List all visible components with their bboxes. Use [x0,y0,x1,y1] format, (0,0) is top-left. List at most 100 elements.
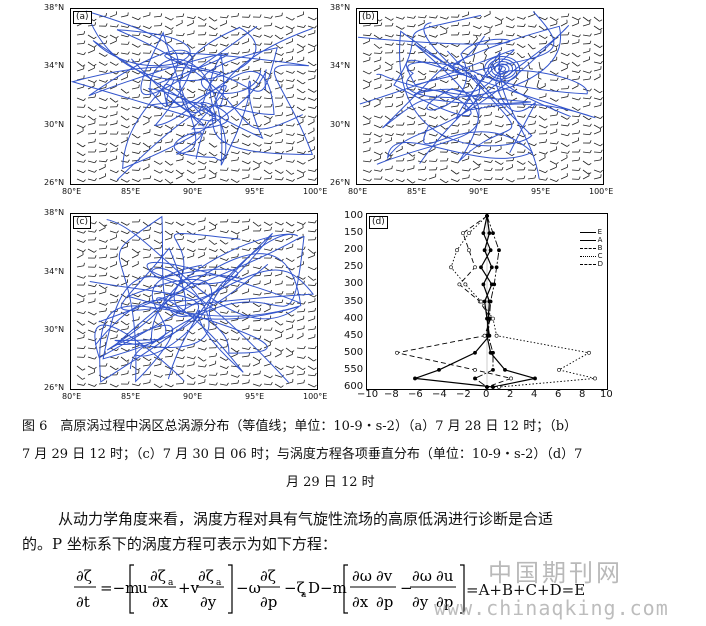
lat-tick: 34°N [44,61,65,70]
wind-barb [384,16,392,21]
data-point-C [463,282,468,287]
wind-barb [263,178,272,180]
wind-barb-flag [94,169,97,173]
wind-barb-flag [248,161,251,165]
wind-barb-flag [116,179,119,182]
wind-barb-flag [192,162,196,165]
wind-barb [230,178,238,183]
wind-barb [505,16,513,21]
wind-barb [428,25,436,29]
wind-barb [120,97,128,100]
wind-barb-flag [126,154,130,157]
wind-barb [417,22,425,27]
wind-barb-flag [116,294,119,298]
wind-barb [219,178,227,182]
wind-barb-flag [204,130,207,134]
wind-barb [582,70,590,74]
wind-barb-flag [292,319,295,323]
wind-barb-flag [435,69,438,73]
profile-chart-svg [395,214,597,389]
wind-barb [87,311,95,316]
wind-barb [241,78,249,81]
wind-barb [131,302,139,305]
wind-barb-flag [480,62,484,65]
wind-barb [109,34,117,39]
wind-barb-flag [599,19,603,22]
wind-barb [76,265,84,268]
wind-barb [252,293,260,296]
wind-barb [527,25,535,28]
wind-barb-flag [468,168,471,172]
wind-barb-flag [545,177,548,181]
wind-barb-flag [424,166,427,170]
wind-barb [186,96,194,99]
wind-barb [274,131,282,135]
wind-barb-flag [589,76,592,80]
wind-barb-flag [589,140,592,144]
wind-barb-flag [192,181,196,184]
wind-barb [373,115,381,119]
wind-barb [549,16,557,21]
wind-barb-flag [138,150,141,154]
wind-barb [186,88,194,94]
wind-barb [87,320,95,325]
wind-barb-flag [226,15,229,19]
wind-barb [186,374,193,380]
wind-barb [109,256,117,259]
wind-barb [230,338,238,341]
wind-barb [252,266,260,270]
wind-barb-flag [160,179,163,183]
wind-barb [296,34,304,38]
wind-barb-flag [280,46,284,49]
wind-barb [428,34,436,38]
wind-barb-flag [116,246,119,250]
wind-barb-flag [149,35,152,38]
wind-barb-flag [193,15,196,19]
wind-barb [241,176,249,180]
wind-barb-flag [94,138,96,142]
data-point-D [491,231,495,236]
wind-barb [296,70,304,75]
wind-barb-flag [269,72,273,75]
wind-barb [274,347,282,352]
wind-barb [98,284,106,290]
wind-barb [142,34,150,39]
wind-barb-flag [490,176,493,180]
wind-barb [87,160,95,164]
wind-barb [307,221,315,224]
wind-barb [478,84,485,90]
wind-barb [505,113,513,117]
wind-barb [417,70,424,76]
wind-barb-flag [204,161,207,165]
wind-barb-flag [577,64,581,67]
wind-barb [197,347,205,351]
wind-barb [285,133,293,136]
wind-barb-flag [313,278,317,281]
wind-barb [131,383,139,387]
wind-barb [296,347,305,350]
wind-barb-flag [292,132,295,136]
wind-barb [560,16,569,18]
wind-barb-flag [237,156,239,160]
wind-barb [527,132,535,135]
wind-barb-flag [215,43,218,47]
wind-barb [252,166,260,171]
wind-barb-flag [105,40,108,44]
wind-barb-flag [215,78,218,82]
wind-barb-flag [105,69,108,73]
wind-barb [142,178,151,180]
wind-barb-flag [512,179,515,183]
wind-barb [241,123,249,126]
wind-barb-flag [501,167,504,171]
wind-barb-flag [116,24,119,28]
wind-barb [142,256,150,259]
wind-barb [527,177,535,180]
wind-barb [450,178,458,182]
vorticity-contour [106,215,269,383]
wind-barb [164,141,172,144]
watermark-chinese: 中国期刊网 [488,559,623,587]
wind-barb [428,85,436,90]
wind-barb-flag [225,331,229,335]
wind-barb [76,151,84,156]
wind-barb [362,34,371,37]
